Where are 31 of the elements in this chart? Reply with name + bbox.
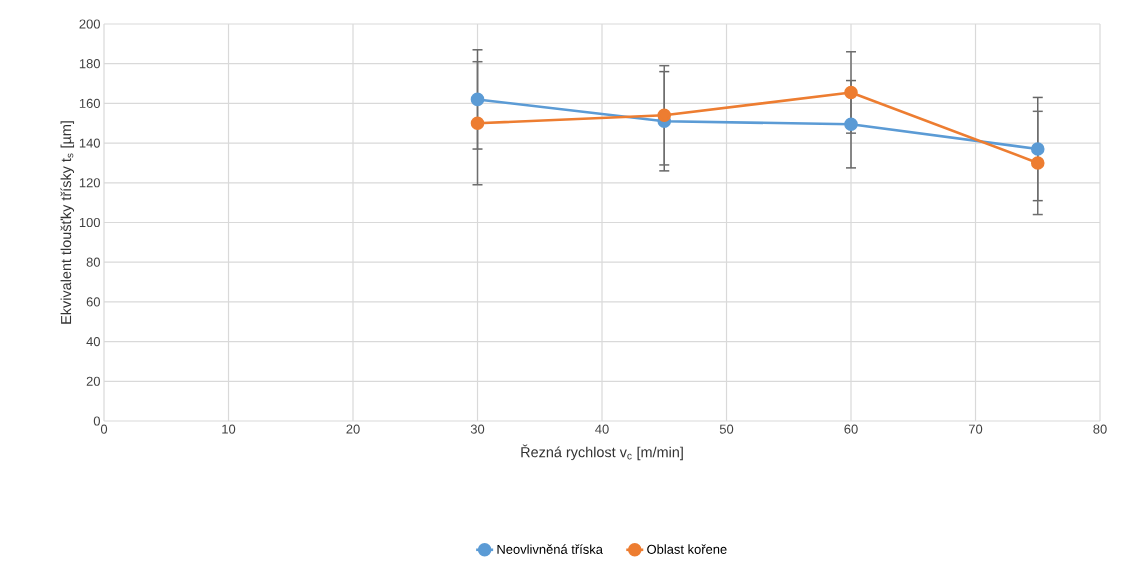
y-tick-label: 60 (86, 297, 100, 307)
point (657, 108, 672, 123)
point (844, 117, 858, 132)
y-tick-label: 200 (79, 19, 100, 29)
y-tick-label: 40 (86, 337, 100, 347)
x-tick-label: 50 (719, 424, 734, 434)
y-tick-label: 20 (86, 376, 100, 386)
y-tick-label: 120 (79, 178, 100, 188)
x-tick-label: 0 (100, 424, 108, 434)
x-tick-label: 30 (470, 424, 485, 434)
x-tick-label: 40 (595, 424, 609, 434)
x-tick-label: 80 (1093, 424, 1107, 434)
x-tick-label: 10 (222, 424, 236, 434)
y-tick-label: 0 (93, 416, 100, 426)
x-tick-label: 20 (346, 424, 360, 434)
point (470, 92, 485, 107)
legend-label: Oblast kořene (647, 544, 727, 554)
point (1030, 142, 1045, 156)
y-tick-label: 80 (86, 257, 100, 267)
legend-label: Neovlivněná tříska (497, 544, 603, 554)
y-tick-label: 180 (79, 59, 100, 69)
x-tick-label: 60 (844, 424, 858, 434)
y-axis-title: Ekvivalent tloušťky třísky t$_{s}$ [µm] (60, 121, 75, 324)
x-axis-title: Řezná rychlost v$_{c}$ [m/min] (521, 444, 683, 461)
y-tick-label: 160 (79, 98, 100, 108)
y-tick-label: 100 (79, 217, 100, 228)
y-tick-label: 140 (79, 138, 100, 148)
point (470, 116, 485, 131)
point (1030, 156, 1045, 170)
point (844, 85, 858, 100)
x-tick-label: 70 (968, 424, 983, 434)
